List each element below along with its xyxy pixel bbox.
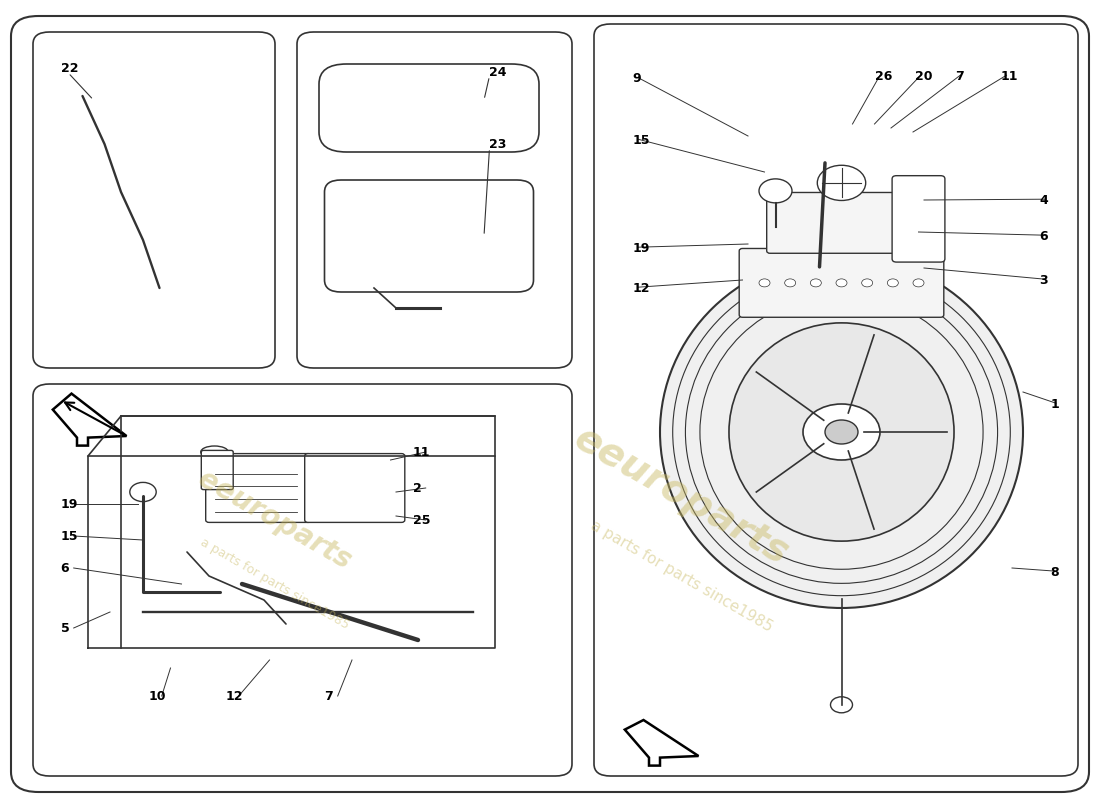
Text: 22: 22 bbox=[60, 62, 78, 75]
Circle shape bbox=[759, 279, 770, 287]
Text: 26: 26 bbox=[874, 70, 892, 83]
Ellipse shape bbox=[660, 256, 1023, 608]
Text: 7: 7 bbox=[324, 690, 333, 703]
Text: 8: 8 bbox=[1050, 566, 1059, 579]
Circle shape bbox=[825, 420, 858, 444]
FancyBboxPatch shape bbox=[11, 16, 1089, 792]
Circle shape bbox=[817, 166, 866, 201]
Text: 4: 4 bbox=[1040, 194, 1048, 207]
Text: 11: 11 bbox=[1001, 70, 1019, 83]
Text: 11: 11 bbox=[412, 446, 430, 459]
Text: 25: 25 bbox=[412, 514, 430, 527]
Circle shape bbox=[759, 179, 792, 203]
Text: 19: 19 bbox=[632, 242, 650, 255]
FancyBboxPatch shape bbox=[297, 32, 572, 368]
Text: 10: 10 bbox=[148, 690, 166, 703]
Text: eeuroparts: eeuroparts bbox=[194, 465, 356, 575]
Circle shape bbox=[830, 697, 852, 713]
FancyBboxPatch shape bbox=[739, 249, 944, 318]
FancyBboxPatch shape bbox=[892, 176, 945, 262]
FancyBboxPatch shape bbox=[33, 384, 572, 776]
Circle shape bbox=[784, 279, 795, 287]
Circle shape bbox=[913, 279, 924, 287]
Circle shape bbox=[861, 279, 872, 287]
Text: 20: 20 bbox=[915, 70, 933, 83]
Text: 9: 9 bbox=[632, 72, 641, 86]
Text: 7: 7 bbox=[955, 70, 964, 83]
FancyBboxPatch shape bbox=[305, 454, 405, 522]
FancyBboxPatch shape bbox=[767, 193, 916, 254]
FancyBboxPatch shape bbox=[594, 24, 1078, 776]
Text: 12: 12 bbox=[226, 690, 243, 703]
Text: 23: 23 bbox=[490, 138, 507, 151]
Text: 15: 15 bbox=[60, 530, 78, 543]
Text: 3: 3 bbox=[1040, 274, 1048, 287]
Circle shape bbox=[130, 482, 156, 502]
Text: 24: 24 bbox=[490, 66, 507, 79]
Ellipse shape bbox=[200, 446, 229, 458]
Ellipse shape bbox=[729, 323, 954, 541]
FancyBboxPatch shape bbox=[33, 32, 275, 368]
Text: 5: 5 bbox=[60, 622, 69, 635]
Text: 12: 12 bbox=[632, 282, 650, 295]
FancyBboxPatch shape bbox=[201, 450, 233, 490]
Text: 1: 1 bbox=[1050, 398, 1059, 411]
Circle shape bbox=[811, 279, 822, 287]
Text: 6: 6 bbox=[60, 562, 69, 575]
Text: 6: 6 bbox=[1040, 230, 1048, 243]
FancyBboxPatch shape bbox=[319, 64, 539, 152]
Text: a parts for parts since1985: a parts for parts since1985 bbox=[198, 536, 352, 632]
FancyBboxPatch shape bbox=[206, 454, 311, 522]
Circle shape bbox=[836, 279, 847, 287]
Text: a parts for parts since1985: a parts for parts since1985 bbox=[588, 518, 775, 634]
Text: 15: 15 bbox=[632, 134, 650, 147]
Circle shape bbox=[803, 404, 880, 460]
FancyBboxPatch shape bbox=[324, 180, 534, 292]
Text: 2: 2 bbox=[412, 482, 421, 495]
Text: 19: 19 bbox=[60, 498, 78, 511]
Circle shape bbox=[888, 279, 899, 287]
Text: eeuroparts: eeuroparts bbox=[568, 419, 796, 573]
